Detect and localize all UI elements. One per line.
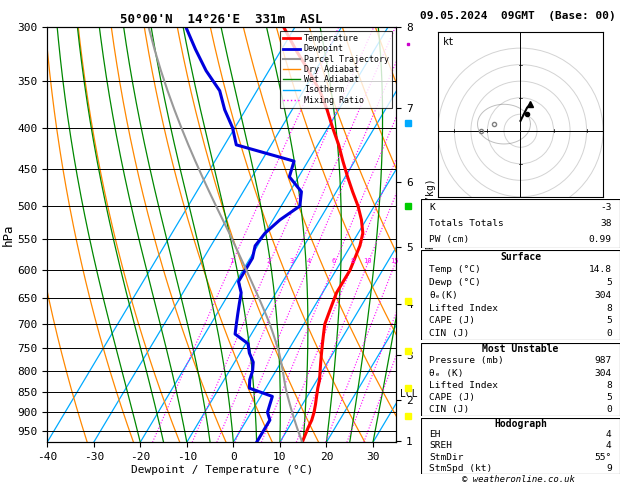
Text: 9: 9 bbox=[606, 464, 611, 473]
Text: CAPE (J): CAPE (J) bbox=[430, 393, 476, 402]
Text: Temp (°C): Temp (°C) bbox=[430, 265, 481, 274]
Text: 8: 8 bbox=[606, 381, 611, 390]
Text: CAPE (J): CAPE (J) bbox=[430, 316, 476, 326]
Text: 987: 987 bbox=[594, 356, 611, 365]
Text: 0: 0 bbox=[606, 330, 611, 338]
Text: 0: 0 bbox=[606, 405, 611, 414]
Legend: Temperature, Dewpoint, Parcel Trajectory, Dry Adiabat, Wet Adiabat, Isotherm, Mi: Temperature, Dewpoint, Parcel Trajectory… bbox=[280, 31, 392, 108]
Text: 5: 5 bbox=[606, 393, 611, 402]
Text: 4: 4 bbox=[307, 258, 311, 264]
Text: Mixing Ratio (g/kg): Mixing Ratio (g/kg) bbox=[426, 179, 436, 290]
Text: © weatheronline.co.uk: © weatheronline.co.uk bbox=[462, 475, 575, 485]
Text: 4: 4 bbox=[606, 430, 611, 439]
Text: StmSpd (kt): StmSpd (kt) bbox=[430, 464, 493, 473]
Text: 0.99: 0.99 bbox=[589, 235, 611, 244]
FancyBboxPatch shape bbox=[421, 199, 620, 248]
Text: 09.05.2024  09GMT  (Base: 00): 09.05.2024 09GMT (Base: 00) bbox=[420, 11, 616, 21]
Text: 1: 1 bbox=[229, 258, 233, 264]
Text: 2: 2 bbox=[267, 258, 270, 264]
Text: 4: 4 bbox=[606, 441, 611, 451]
Text: 15: 15 bbox=[390, 258, 399, 264]
Text: Surface: Surface bbox=[500, 252, 541, 262]
X-axis label: Dewpoint / Temperature (°C): Dewpoint / Temperature (°C) bbox=[131, 465, 313, 475]
Text: 5: 5 bbox=[606, 278, 611, 287]
Text: LCL: LCL bbox=[400, 389, 418, 399]
Text: 10: 10 bbox=[363, 258, 371, 264]
Text: Dewp (°C): Dewp (°C) bbox=[430, 278, 481, 287]
Title: 50°00'N  14°26'E  331m  ASL: 50°00'N 14°26'E 331m ASL bbox=[121, 13, 323, 26]
Text: -3: -3 bbox=[600, 203, 611, 212]
Text: K: K bbox=[430, 203, 435, 212]
Text: 8: 8 bbox=[350, 258, 355, 264]
Text: 8: 8 bbox=[606, 304, 611, 312]
Text: 38: 38 bbox=[600, 219, 611, 228]
Text: StmDir: StmDir bbox=[430, 452, 464, 462]
Text: PW (cm): PW (cm) bbox=[430, 235, 470, 244]
Text: CIN (J): CIN (J) bbox=[430, 330, 470, 338]
Text: Lifted Index: Lifted Index bbox=[430, 304, 498, 312]
Text: EH: EH bbox=[430, 430, 441, 439]
Text: SREH: SREH bbox=[430, 441, 452, 451]
FancyBboxPatch shape bbox=[421, 418, 620, 474]
Text: 5: 5 bbox=[606, 316, 611, 326]
Text: 3: 3 bbox=[290, 258, 294, 264]
Text: CIN (J): CIN (J) bbox=[430, 405, 470, 414]
Y-axis label: hPa: hPa bbox=[1, 223, 14, 246]
Text: 55°: 55° bbox=[594, 452, 611, 462]
Y-axis label: km
ASL: km ASL bbox=[429, 224, 447, 245]
Text: 14.8: 14.8 bbox=[589, 265, 611, 274]
FancyBboxPatch shape bbox=[421, 343, 620, 416]
Text: Pressure (mb): Pressure (mb) bbox=[430, 356, 504, 365]
Text: 6: 6 bbox=[332, 258, 336, 264]
Text: Most Unstable: Most Unstable bbox=[482, 344, 559, 354]
Text: 304: 304 bbox=[594, 291, 611, 300]
Text: Totals Totals: Totals Totals bbox=[430, 219, 504, 228]
FancyBboxPatch shape bbox=[421, 250, 620, 340]
Text: 304: 304 bbox=[594, 368, 611, 378]
Text: kt: kt bbox=[443, 36, 455, 47]
Text: Hodograph: Hodograph bbox=[494, 418, 547, 429]
Text: Lifted Index: Lifted Index bbox=[430, 381, 498, 390]
Text: θₑ (K): θₑ (K) bbox=[430, 368, 464, 378]
Text: θₑ(K): θₑ(K) bbox=[430, 291, 458, 300]
